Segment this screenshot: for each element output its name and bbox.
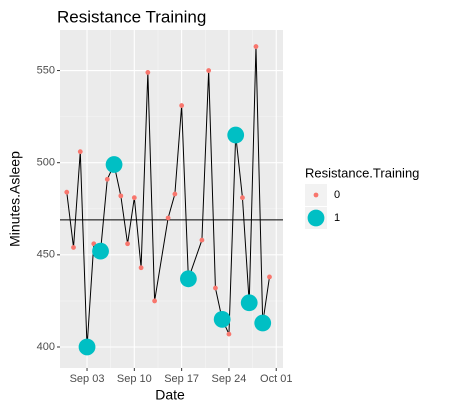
data-point (118, 193, 124, 199)
x-tick-label: Oct 01 (260, 373, 292, 385)
data-point (145, 69, 151, 75)
data-point (226, 331, 232, 337)
data-point (172, 191, 178, 197)
data-point (179, 270, 197, 288)
legend-title: Resistance.Training (305, 165, 419, 180)
data-point (131, 195, 137, 201)
data-point (227, 126, 245, 144)
data-point (179, 103, 185, 108)
x-tick-label: Sep 24 (212, 373, 247, 385)
x-tick-label: Sep 10 (117, 373, 152, 385)
y-tick-label: 400 (37, 341, 55, 353)
data-point (77, 149, 83, 155)
y-tick-label: 550 (37, 64, 55, 76)
data-point (213, 310, 231, 328)
y-tick-label: 450 (37, 249, 55, 261)
data-point (254, 314, 272, 332)
data-point (71, 245, 76, 250)
legend-symbol (307, 209, 325, 227)
data-point (165, 215, 171, 221)
x-tick-label: Sep 17 (164, 373, 199, 385)
plot-panel (60, 30, 283, 368)
data-point (78, 338, 96, 356)
data-point (152, 298, 158, 304)
data-point (267, 274, 272, 280)
legend-label: 0 (334, 189, 340, 201)
data-point (64, 189, 70, 195)
data-point (138, 265, 144, 271)
y-tick-label: 500 (37, 157, 55, 169)
legend-label: 1 (334, 212, 340, 224)
chart-title: Resistance Training (57, 7, 206, 26)
data-point (92, 242, 109, 260)
data-point (213, 285, 218, 291)
data-point (206, 68, 212, 73)
data-point (104, 176, 110, 182)
data-point (253, 44, 259, 49)
data-point (125, 241, 130, 247)
y-axis-label: Minutes.Asleep (7, 151, 23, 247)
data-point (199, 237, 205, 243)
data-point (105, 156, 123, 173)
legend-symbol (313, 192, 319, 198)
data-point (240, 195, 245, 201)
x-tick-label: Sep 03 (70, 373, 105, 385)
x-axis-label: Date (155, 387, 185, 403)
data-point (240, 294, 258, 312)
